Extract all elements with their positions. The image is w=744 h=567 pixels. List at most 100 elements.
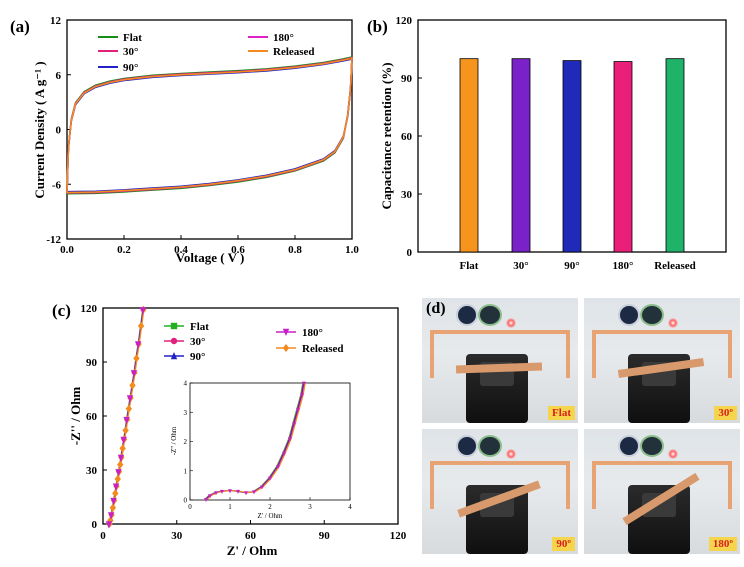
legend-label: 90° [123,62,138,74]
panel-b-ticks: 0 30 60 90 120 [396,15,422,259]
marker-triangle-down [282,328,290,336]
x-tick-label: 0.6 [231,244,245,256]
y-tick-label: 60 [401,131,413,143]
legend-label: Flat [190,321,209,333]
inset-marker [292,422,296,427]
marker-triangle-down [115,469,122,477]
category-label: 180° [613,260,634,272]
category-label: 30° [513,260,528,272]
panel-a-ticks: 0.0 0.2 0.4 0.6 0.8 1.0 -12 -6 0 6 12 [46,15,359,256]
panel-a: (a) 0.0 0.2 0.4 0.6 0.8 1.0 -12 -6 0 6 12 Flat 30° 9… [10,15,359,265]
inset-x-tick-label: 0 [188,503,192,511]
y-tick-label: 60 [86,411,98,423]
x-tick-label: 30 [171,530,183,542]
inset-marker [302,381,306,386]
panel-a-curves [66,55,353,195]
x-tick-label: 0.8 [288,244,302,256]
panel-c-legend: Flat 30° 90° 180° Released [164,321,344,363]
category-label: 90° [564,260,579,272]
x-tick-label: 90 [319,530,331,542]
photo-180: 180º [584,429,740,554]
y-tick-label: -12 [46,234,61,246]
photo-tag: 180º [708,537,737,551]
photo-tag: 90º [552,537,575,551]
y-tick-label: 0 [56,125,62,137]
marker-diamond [117,460,124,469]
photo-90: 90º [422,429,578,554]
inset-marker [220,489,224,494]
inset-marker [228,489,232,494]
panel-c-label: (c) [52,301,71,320]
inset-x-tick-label: 4 [348,503,352,511]
panel-c-ylabel: -Z'' / Ohm [68,387,83,446]
marker-triangle-down [117,454,125,462]
y-tick-label: 90 [86,357,98,369]
x-tick-label: 0 [100,530,106,542]
inset-curves [204,381,306,503]
y-tick-label: 12 [50,15,62,27]
photo-flat: Flat [422,298,578,423]
x-tick-label: 0.4 [174,244,188,256]
inset-y-tick-label: 4 [184,380,188,388]
panel-c-xlabel: Z' / Ohm [227,543,278,558]
panel-d-label: (d) [426,300,446,317]
marker-diamond [137,322,145,330]
y-tick-label: 120 [396,15,413,27]
inset-y-tick-label: 3 [184,409,188,417]
inset-x-tick-label: 1 [228,503,232,511]
inset-marker [208,494,212,499]
marker-triangle-down [126,395,134,403]
inset-marker [282,451,286,456]
x-tick-label: 0.2 [117,244,131,256]
panel-d-photo-grid: Flat 30º 90º 180º [422,298,740,554]
inset-marker [288,437,292,442]
inset-marker [296,407,300,412]
inset-marker [260,485,264,490]
legend-label: 30° [123,46,138,58]
cv-curve-2 [66,58,353,193]
x-tick-label: 120 [390,530,407,542]
marker-triangle-down [134,341,142,349]
y-tick-label: 30 [401,189,413,201]
cv-curve-0 [66,55,353,195]
category-label: Flat [460,260,479,272]
inset-marker [276,464,280,469]
bar [665,58,685,253]
panel-b: (b) 0 30 60 90 120 Flat 30° 90° 180° Released Ca… [367,15,727,272]
y-tick-label: 6 [56,70,62,82]
panel-a-xlabel: Voltage ( V ) [176,250,245,265]
marker-triangle-down [110,497,117,506]
legend-label: Released [273,46,315,58]
y-tick-label: 120 [81,303,98,315]
inset-axes-frame [189,382,351,501]
marker-triangle-down [139,307,147,315]
bar [613,61,633,253]
marker-diamond [129,381,136,390]
marker-triangle-up [170,352,178,360]
marker-triangle-down [120,436,127,444]
marker-diamond [109,503,117,512]
inset-y-tick-label: 1 [184,467,188,475]
legend-label: Released [302,343,344,355]
x-tick-label: 1.0 [345,244,359,256]
category-label: Released [654,260,696,272]
marker-triangle-down [112,483,120,491]
inset-y-tick-label: 2 [184,438,188,446]
marker-triangle-down [123,416,130,425]
inset-marker [300,393,304,398]
panel-a-label: (a) [10,17,30,36]
bar [511,58,531,253]
cv-curve-1 [66,56,353,194]
y-tick-label: 90 [401,73,413,85]
legend-label: 30° [190,336,205,348]
panel-a-legend: Flat 30° 90° 180° Released [98,32,315,74]
inset-marker [252,490,256,495]
x-tick-label: 60 [245,530,257,542]
marker-triangle-down [105,521,113,529]
marker-diamond [125,404,133,413]
panel-b-bars: Flat 30° 90° 180° Released [460,58,696,272]
marker-circle [170,337,178,345]
